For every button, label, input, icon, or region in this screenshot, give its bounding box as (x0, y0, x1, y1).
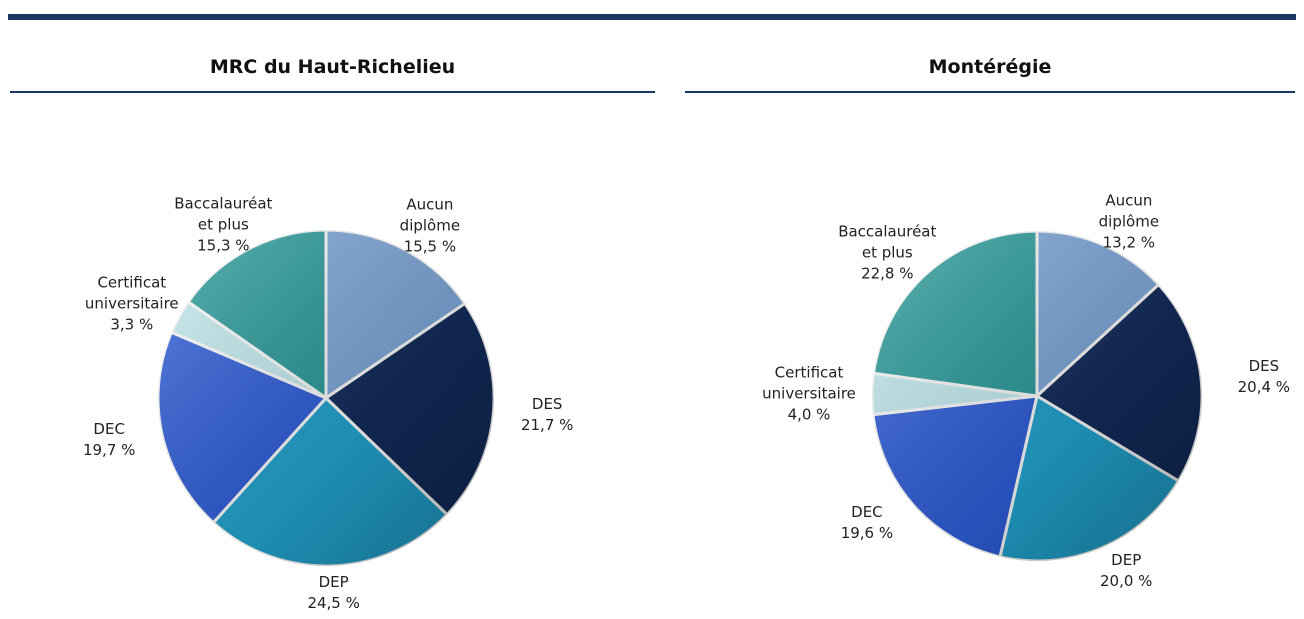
slice-label: Certificat universitaire 4,0 % (744, 362, 874, 425)
category-label: Certificat universitaire (762, 363, 856, 403)
title-rule (685, 91, 1295, 93)
value-label: 21,7 % (520, 415, 574, 434)
slice-label: Baccalauréat et plus 22,8 % (822, 221, 952, 284)
value-label: 20,0 % (1100, 571, 1153, 590)
value-label: 15,3 % (197, 236, 250, 255)
category-label: DEP (318, 572, 349, 591)
slice-label: Baccalauréat et plus 15,3 % (158, 194, 288, 257)
value-label: 24,5 % (307, 593, 360, 612)
value-label: 20,4 % (1237, 377, 1291, 396)
slice-label: DES 21,7 % (482, 394, 612, 436)
slice-label: Certificat universitaire 3,3 % (67, 272, 197, 335)
value-label: 13,2 % (1102, 233, 1156, 252)
category-label: Baccalauréat et plus (174, 194, 273, 234)
chart-title: Montérégie (928, 56, 1052, 78)
category-label: Baccalauréat et plus (838, 222, 937, 262)
slice-label: DES 20,4 % (1199, 356, 1304, 398)
slice-label: DEC 19,6 % (802, 502, 932, 544)
slice-label: Aucun diplôme 15,5 % (365, 194, 495, 257)
slice-label: Aucun diplôme 13,2 % (1064, 191, 1194, 254)
slice-label: DEP 24,5 % (269, 572, 399, 614)
category-label: DES (531, 394, 563, 413)
category-label: DEC (851, 502, 883, 521)
title-rule (10, 91, 655, 93)
value-label: 19,6 % (840, 523, 894, 542)
category-label: DES (1248, 356, 1280, 375)
value-label: 19,7 % (82, 440, 136, 459)
category-label: DEC (93, 419, 125, 438)
value-label: 4,0 % (787, 405, 831, 424)
category-label: DEP (1111, 550, 1142, 569)
category-label: Aucun diplôme (1098, 191, 1160, 231)
top-band (8, 14, 1296, 20)
slice-label: DEP 20,0 % (1061, 550, 1191, 592)
value-label: 22,8 % (861, 264, 914, 283)
slice-label: DEC 19,7 % (44, 419, 174, 461)
category-label: Certificat universitaire (84, 273, 179, 313)
category-label: Aucun diplôme (399, 195, 461, 235)
value-label: 15,5 % (403, 237, 457, 256)
chart-title: MRC du Haut-Richelieu (209, 56, 456, 78)
value-label: 3,3 % (110, 315, 154, 334)
